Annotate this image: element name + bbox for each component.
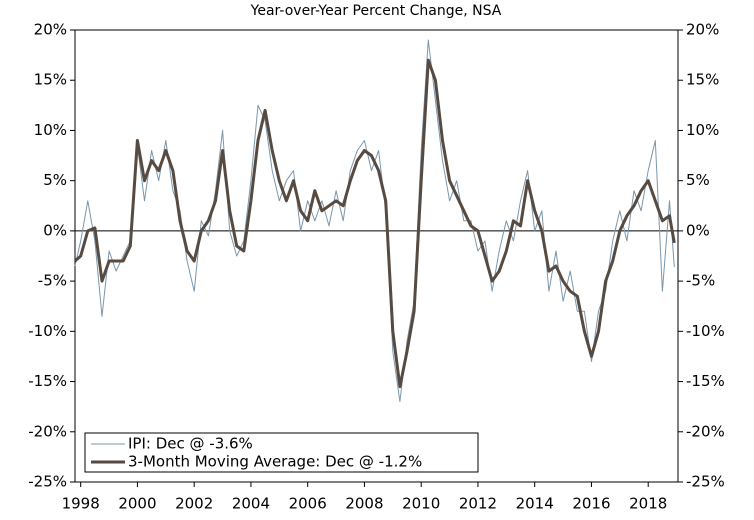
plot-frame bbox=[74, 29, 679, 483]
x-tick-label: 2014 bbox=[516, 495, 554, 513]
x-tick-label: 2018 bbox=[629, 495, 667, 513]
y2-tick-label: -25% bbox=[686, 473, 725, 491]
y2-tick-label: 10% bbox=[686, 121, 719, 139]
series-line bbox=[74, 39, 675, 403]
y2-tick-label: 5% bbox=[686, 171, 710, 189]
y-tick-label: 10% bbox=[34, 121, 67, 139]
x-tick-label: 2002 bbox=[175, 495, 213, 513]
y-tick-label: 0% bbox=[43, 221, 67, 239]
y-tick-label: -20% bbox=[28, 422, 67, 440]
x-tick-label: 2004 bbox=[232, 495, 270, 513]
chart-title: Year-over-Year Percent Change, NSA bbox=[250, 3, 502, 19]
series-line bbox=[74, 58, 676, 389]
y2-tick-label: 15% bbox=[686, 71, 719, 89]
y-tick-label: -10% bbox=[28, 322, 67, 340]
y2-tick-label: -15% bbox=[686, 372, 725, 390]
y-tick-label: 15% bbox=[34, 71, 67, 89]
x-tick-label: 2006 bbox=[289, 495, 327, 513]
y2-tick-label: 20% bbox=[686, 21, 719, 39]
y-tick-label: -25% bbox=[28, 473, 67, 491]
x-tick-label: 2010 bbox=[402, 495, 440, 513]
y2-tick-label: 0% bbox=[686, 221, 710, 239]
y-tick-label: 5% bbox=[43, 171, 67, 189]
y-tick-label: 20% bbox=[34, 21, 67, 39]
legend-box bbox=[84, 432, 479, 473]
legend-label: 3-Month Moving Average: Dec @ -1.2% bbox=[128, 453, 422, 471]
y2-tick-label: -20% bbox=[686, 422, 725, 440]
x-tick-label: 2012 bbox=[459, 495, 497, 513]
x-tick-label: 2000 bbox=[118, 495, 156, 513]
y2-tick-label: -5% bbox=[686, 272, 715, 290]
y2-tick-label: -10% bbox=[686, 322, 725, 340]
y-tick-label: -5% bbox=[38, 272, 67, 290]
x-tick-label: 2016 bbox=[572, 495, 610, 513]
y-tick-label: -15% bbox=[28, 372, 67, 390]
x-tick-label: 2008 bbox=[345, 495, 383, 513]
x-tick-label: 1998 bbox=[62, 495, 100, 513]
legend-label: IPI: Dec @ -3.6% bbox=[128, 435, 253, 453]
